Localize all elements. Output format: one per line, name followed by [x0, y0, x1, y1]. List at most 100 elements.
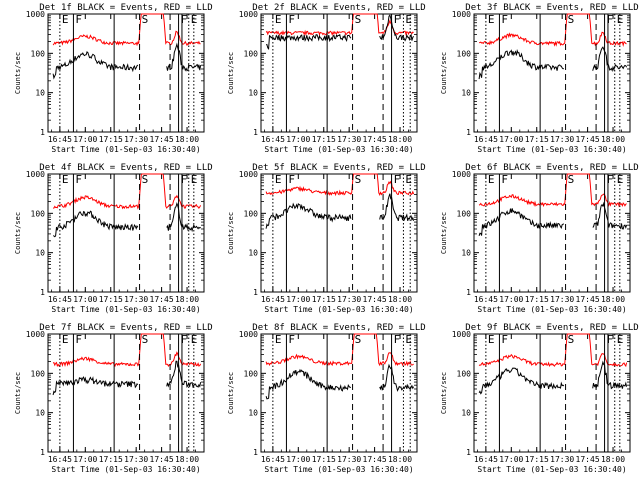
marker-label-E: E: [191, 13, 198, 26]
y-tick-label: 10: [35, 249, 45, 258]
x-tick-label: 18:00: [388, 455, 412, 464]
x-axis-label: Start Time (01-Sep-03 16:30:40): [51, 145, 200, 154]
x-tick-label: 18:00: [175, 455, 199, 464]
marker-label-F: F: [394, 173, 401, 186]
x-tick-label: 16:45: [474, 135, 498, 144]
x-tick-label: 18:00: [601, 295, 625, 304]
y-tick-label: 10: [248, 249, 258, 258]
x-tick-label: 17:45: [576, 135, 600, 144]
x-tick-label: 17:00: [73, 455, 97, 464]
lld-series-line: [52, 13, 201, 47]
x-tick-label: 17:45: [576, 295, 600, 304]
lld-series-line: [478, 333, 628, 368]
y-tick-label: 100: [31, 49, 46, 58]
marker-label-S: S: [568, 333, 575, 346]
events-series-line: [265, 193, 415, 229]
events-series-line: [52, 201, 201, 238]
y-axis-label: Counts/sec: [440, 212, 448, 254]
x-tick-label: 17:30: [124, 295, 148, 304]
marker-label-E: E: [488, 333, 495, 346]
x-tick-label: 16:45: [261, 455, 285, 464]
x-tick-label: 17:45: [576, 455, 600, 464]
x-tick-label: 17:45: [363, 135, 387, 144]
y-tick-label: 10: [248, 89, 258, 98]
x-tick-label: 17:30: [337, 135, 361, 144]
y-tick-label: 1000: [452, 10, 471, 19]
marker-label-F: F: [181, 13, 188, 26]
x-tick-label: 17:15: [312, 455, 336, 464]
panel-det-4: Det 4f BLACK = Events, RED = LLD 1 10 100 10…: [14, 163, 213, 314]
marker-label-E: E: [488, 173, 495, 186]
y-tick-label: 1: [466, 448, 471, 457]
marker-label-F: F: [75, 13, 82, 26]
lld-series-line: [265, 173, 415, 197]
plot-frame: [47, 13, 205, 133]
marker-label-F: F: [288, 173, 295, 186]
x-tick-label: 17:30: [337, 455, 361, 464]
panel-det-6: Det 6f BLACK = Events, RED = LLD 1 10 100 10…: [440, 163, 639, 314]
events-series-line: [265, 363, 415, 400]
marker-label-E: E: [191, 173, 198, 186]
x-tick-label: 17:15: [312, 135, 336, 144]
marker-label-E: E: [62, 13, 69, 26]
y-axis-label: Counts/sec: [14, 212, 22, 254]
y-tick-label: 1: [466, 128, 471, 137]
marker-label-E: E: [275, 173, 282, 186]
plot-frame: [47, 173, 205, 293]
marker-label-E: E: [275, 333, 282, 346]
x-tick-label: 17:30: [550, 455, 574, 464]
x-tick-label: 17:15: [525, 295, 549, 304]
x-tick-label: 17:30: [124, 455, 148, 464]
panel-title: Det 4f BLACK = Events, RED = LLD: [39, 163, 212, 173]
marker-label-S: S: [142, 173, 149, 186]
x-tick-label: 18:00: [388, 135, 412, 144]
x-tick-label: 18:00: [601, 455, 625, 464]
x-tick-label: 17:45: [150, 135, 174, 144]
y-axis-label: Counts/sec: [227, 52, 235, 94]
x-tick-label: 17:15: [99, 455, 123, 464]
y-tick-label: 1: [40, 288, 45, 297]
marker-label-E: E: [405, 13, 412, 26]
x-tick-label: 17:00: [286, 295, 310, 304]
marker-label-S: S: [355, 13, 362, 26]
x-axis-label: Start Time (01-Sep-03 16:30:40): [264, 465, 413, 474]
x-tick-label: 17:30: [124, 135, 148, 144]
plot-frame: [260, 333, 418, 453]
y-tick-label: 100: [457, 369, 472, 378]
x-tick-label: 16:45: [261, 135, 285, 144]
marker-label-F: F: [181, 173, 188, 186]
panel-det-8: Det 8f BLACK = Events, RED = LLD 1 10 100 10…: [227, 323, 426, 474]
marker-label-F: F: [607, 13, 614, 26]
x-tick-label: 17:15: [525, 135, 549, 144]
panel-title: Det 8f BLACK = Events, RED = LLD: [252, 323, 425, 333]
marker-label-E: E: [191, 333, 198, 346]
events-series-line: [478, 360, 628, 395]
panel-title: Det 5f BLACK = Events, RED = LLD: [252, 163, 425, 173]
y-tick-label: 1: [253, 448, 258, 457]
marker-label-E: E: [488, 13, 495, 26]
x-tick-label: 16:45: [474, 455, 498, 464]
x-tick-label: 16:45: [48, 135, 72, 144]
x-axis-label: Start Time (01-Sep-03 16:30:40): [51, 305, 200, 314]
y-tick-label: 10: [461, 249, 471, 258]
marker-label-F: F: [394, 13, 401, 26]
marker-label-F: F: [288, 13, 295, 26]
y-tick-label: 100: [244, 369, 259, 378]
y-tick-label: 100: [457, 209, 472, 218]
marker-label-E: E: [62, 173, 69, 186]
panel-title: Det 6f BLACK = Events, RED = LLD: [465, 163, 638, 173]
plot-frame: [473, 13, 631, 133]
marker-label-S: S: [355, 333, 362, 346]
x-tick-label: 17:45: [150, 295, 174, 304]
x-axis-label: Start Time (01-Sep-03 16:30:40): [477, 465, 626, 474]
y-tick-label: 1000: [239, 330, 258, 339]
x-axis-label: Start Time (01-Sep-03 16:30:40): [477, 145, 626, 154]
plot-frame: [47, 333, 205, 453]
x-tick-label: 17:30: [337, 295, 361, 304]
x-tick-label: 17:15: [312, 295, 336, 304]
y-tick-label: 1000: [239, 10, 258, 19]
events-series-line: [52, 360, 202, 396]
x-tick-label: 17:00: [499, 295, 523, 304]
x-tick-label: 16:45: [261, 295, 285, 304]
